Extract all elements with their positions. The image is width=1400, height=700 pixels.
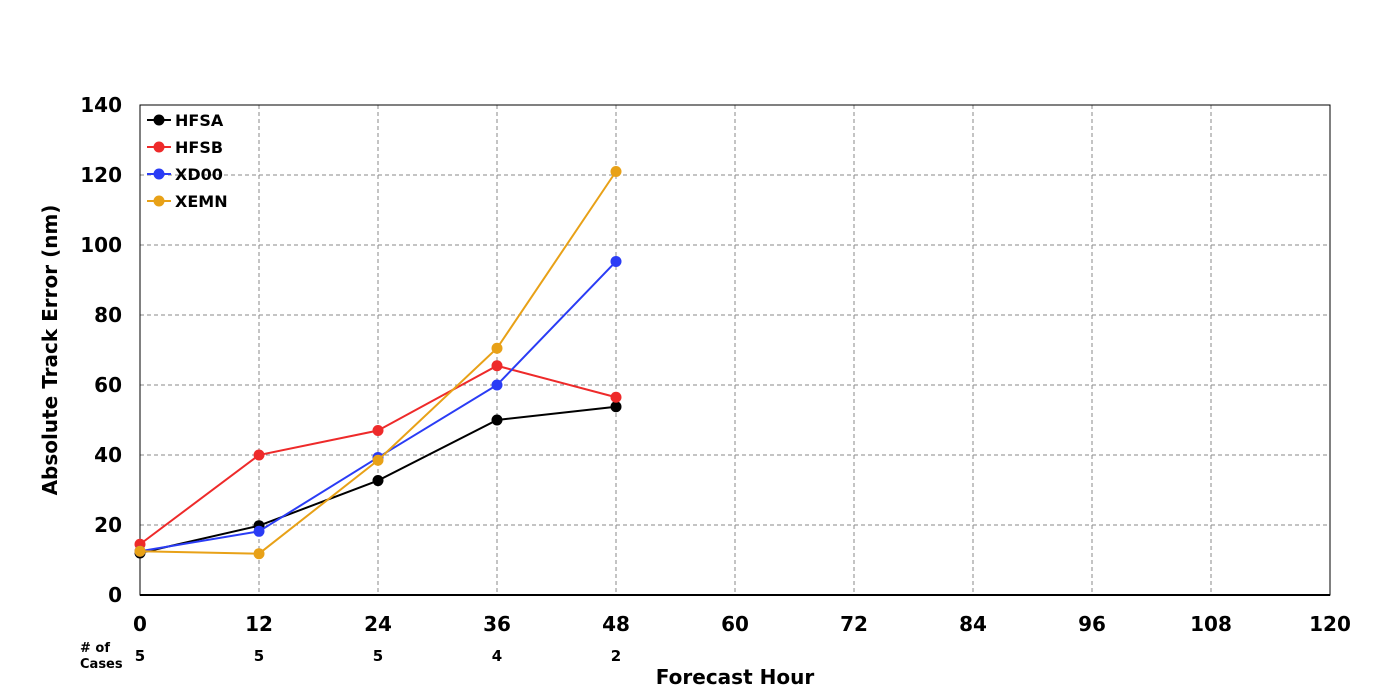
x-tick-label: 48	[602, 612, 630, 636]
y-tick-label: 80	[94, 303, 122, 327]
x-tick-label: 108	[1190, 612, 1232, 636]
x-tick-label: 60	[721, 612, 749, 636]
cases-count: 4	[492, 647, 502, 665]
data-point-xemn	[253, 548, 265, 560]
data-point-xd00	[253, 525, 265, 537]
legend-marker	[153, 195, 165, 207]
legend-marker	[153, 141, 165, 153]
data-point-hfsb	[372, 425, 384, 436]
cases-row: # of Cases 5 5 5 4 2	[80, 641, 621, 672]
data-point-xemn	[491, 342, 503, 354]
x-tick-label: 120	[1309, 612, 1351, 636]
x-tick-labels: 0 12 24 36 48 60 72 84 96 108 120	[133, 612, 1351, 636]
y-tick-label: 100	[80, 233, 122, 257]
cases-label-line2: Cases	[80, 657, 123, 672]
x-tick-label: 12	[245, 612, 273, 636]
grid	[140, 105, 1330, 595]
legend-label: HFSA	[175, 111, 224, 130]
y-tick-label: 120	[80, 163, 122, 187]
data-point-xemn	[134, 545, 146, 557]
cases-count: 2	[611, 647, 621, 665]
cases-count: 5	[135, 647, 145, 665]
legend-label: XD00	[175, 165, 223, 184]
y-tick-label: 20	[94, 513, 122, 537]
y-tick-label: 40	[94, 443, 122, 467]
x-tick-label: 72	[840, 612, 868, 636]
x-tick-label: 36	[483, 612, 511, 636]
data-point-hfsa	[491, 414, 503, 426]
legend-item-xd00: XD00	[147, 165, 223, 184]
legend-item-hfsa: HFSA	[147, 111, 224, 130]
data-point-hfsb	[253, 449, 265, 461]
legend-marker	[153, 168, 165, 180]
data-point-xd00	[610, 255, 622, 267]
data-point-hfsa	[610, 401, 622, 413]
x-tick-label: 84	[959, 612, 987, 636]
x-axis-title: Forecast Hour	[656, 665, 815, 689]
y-tick-label: 0	[108, 583, 122, 607]
legend-marker	[153, 114, 165, 126]
x-tick-label: 24	[364, 612, 392, 636]
series-xemn	[134, 166, 622, 560]
y-tick-labels: 0 20 40 60 80 100 120 140	[80, 93, 122, 607]
y-axis-title: Absolute Track Error (nm)	[38, 205, 62, 496]
cases-count: 5	[254, 647, 264, 665]
x-tick-label: 96	[1078, 612, 1106, 636]
legend-label: HFSB	[175, 138, 223, 157]
series-hfsb	[134, 360, 622, 550]
y-tick-label: 60	[94, 373, 122, 397]
data-point-hfsb	[491, 360, 503, 372]
cases-count: 5	[373, 647, 383, 665]
series-line-xemn	[139, 170, 617, 555]
data-point-hfsb	[610, 391, 622, 403]
data-point-xemn	[372, 454, 384, 466]
data-point-xemn	[610, 166, 622, 177]
cases-label-line1: # of	[80, 641, 110, 656]
legend-item-xemn: XEMN	[147, 192, 228, 211]
data-point-hfsa	[372, 475, 384, 487]
x-tick-label: 0	[133, 612, 147, 636]
legend: HFSA HFSB XD00 XEMN	[147, 111, 228, 211]
data-point-xd00	[491, 379, 503, 391]
series-group	[134, 166, 622, 560]
legend-item-hfsb: HFSB	[147, 138, 223, 157]
legend-label: XEMN	[175, 192, 228, 211]
y-tick-label: 140	[80, 93, 122, 117]
